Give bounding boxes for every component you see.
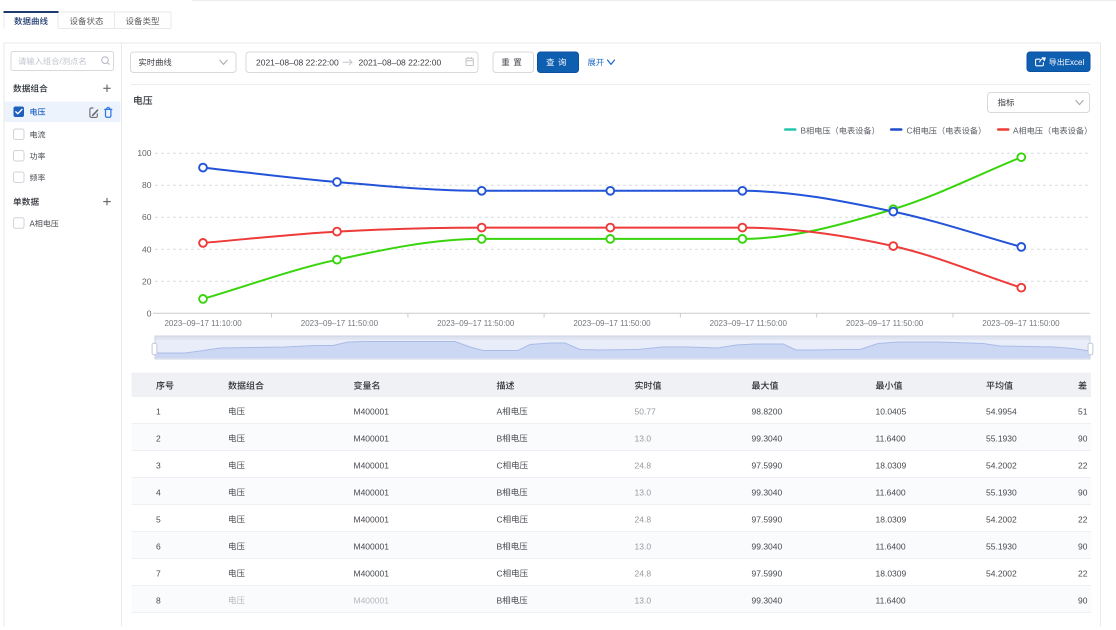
svg-text:6: 6 — [156, 541, 161, 551]
svg-text:2021–08–08 22:22:00: 2021–08–08 22:22:00 — [359, 57, 442, 67]
svg-text:A: A — [1013, 127, 1019, 136]
svg-text:60: 60 — [142, 212, 152, 222]
svg-text:13.0: 13.0 — [635, 541, 652, 551]
svg-text:55.1930: 55.1930 — [986, 487, 1017, 497]
svg-text:B: B — [497, 541, 503, 551]
svg-text:/: / — [60, 56, 63, 66]
svg-text:20: 20 — [142, 276, 152, 286]
svg-text:90: 90 — [1078, 595, 1088, 605]
svg-text:99.3040: 99.3040 — [752, 541, 783, 551]
svg-text:11.6400: 11.6400 — [876, 487, 906, 497]
svg-text:8: 8 — [156, 595, 161, 605]
svg-text:24.8: 24.8 — [635, 460, 652, 470]
svg-text:C: C — [907, 127, 913, 136]
svg-text:90: 90 — [1078, 487, 1088, 497]
svg-text:55.1930: 55.1930 — [986, 433, 1017, 443]
svg-text:M400001: M400001 — [354, 487, 390, 497]
svg-text:3: 3 — [156, 460, 161, 470]
svg-text:M400001: M400001 — [354, 514, 390, 524]
svg-text:B: B — [497, 487, 503, 497]
svg-text:C: C — [497, 460, 503, 470]
svg-text:54.2002: 54.2002 — [986, 460, 1017, 470]
svg-text:2023–09–17 11:10:00: 2023–09–17 11:10:00 — [164, 319, 242, 328]
svg-text:22: 22 — [1078, 460, 1088, 470]
svg-text:13.0: 13.0 — [635, 433, 652, 443]
svg-text:50.77: 50.77 — [635, 406, 657, 416]
svg-text:97.5990: 97.5990 — [752, 514, 783, 524]
svg-text:100: 100 — [137, 148, 151, 158]
svg-text:11.6400: 11.6400 — [876, 541, 906, 551]
svg-text:54.2002: 54.2002 — [986, 568, 1017, 578]
svg-text:22: 22 — [1078, 514, 1088, 524]
svg-text:4: 4 — [156, 487, 161, 497]
svg-text:99.3040: 99.3040 — [752, 433, 783, 443]
svg-text:10.0405: 10.0405 — [876, 406, 907, 416]
svg-text:M400001: M400001 — [354, 406, 390, 416]
svg-text:2023–09–17 11:50:00: 2023–09–17 11:50:00 — [710, 319, 788, 328]
svg-text:97.5990: 97.5990 — [752, 568, 783, 578]
svg-text:18.0309: 18.0309 — [876, 514, 907, 524]
svg-text:C: C — [497, 568, 503, 578]
svg-text:2023–09–17 11:50:00: 2023–09–17 11:50:00 — [982, 319, 1060, 328]
svg-text:99.3040: 99.3040 — [752, 595, 783, 605]
svg-text:1: 1 — [156, 406, 161, 416]
svg-text:M400001: M400001 — [354, 433, 390, 443]
svg-text:54.9954: 54.9954 — [986, 406, 1017, 416]
svg-text:A: A — [30, 219, 36, 228]
svg-text:B: B — [497, 433, 503, 443]
svg-text:90: 90 — [1078, 541, 1088, 551]
svg-text:B: B — [801, 127, 807, 136]
svg-text:M400001: M400001 — [354, 460, 390, 470]
svg-text:5: 5 — [156, 514, 161, 524]
svg-text:40: 40 — [142, 244, 152, 254]
svg-text:11.6400: 11.6400 — [876, 433, 906, 443]
svg-text:11.6400: 11.6400 — [876, 595, 906, 605]
svg-text:55.1930: 55.1930 — [986, 541, 1017, 551]
svg-text:2023–09–17 11:50:00: 2023–09–17 11:50:00 — [301, 319, 379, 328]
svg-text:2: 2 — [156, 433, 161, 443]
svg-text:51: 51 — [1078, 406, 1088, 416]
svg-text:2023–09–17 11:50:00: 2023–09–17 11:50:00 — [573, 319, 651, 328]
svg-text:24.8: 24.8 — [635, 568, 652, 578]
svg-text:M400001: M400001 — [354, 568, 390, 578]
svg-text:54.2002: 54.2002 — [986, 514, 1017, 524]
svg-text:2023–09–17 11:50:00: 2023–09–17 11:50:00 — [846, 319, 924, 328]
svg-text:M400001: M400001 — [354, 541, 390, 551]
svg-text:24.8: 24.8 — [635, 514, 652, 524]
svg-text:B: B — [497, 595, 503, 605]
svg-text:22: 22 — [1078, 568, 1088, 578]
svg-text:0: 0 — [147, 308, 152, 318]
svg-text:13.0: 13.0 — [635, 595, 652, 605]
svg-text:Excel: Excel — [1065, 58, 1085, 67]
svg-text:M400001: M400001 — [354, 595, 390, 605]
svg-text:18.0309: 18.0309 — [876, 568, 907, 578]
svg-text:C: C — [497, 514, 503, 524]
svg-text:80: 80 — [142, 180, 152, 190]
svg-text:2023–09–17 11:50:00: 2023–09–17 11:50:00 — [437, 319, 515, 328]
svg-text:7: 7 — [156, 568, 161, 578]
svg-text:98.8200: 98.8200 — [752, 406, 783, 416]
svg-text:A: A — [497, 406, 503, 416]
svg-text:2021–08–08 22:22:00: 2021–08–08 22:22:00 — [256, 57, 339, 67]
svg-text:99.3040: 99.3040 — [752, 487, 783, 497]
svg-text:18.0309: 18.0309 — [876, 460, 907, 470]
svg-text:90: 90 — [1078, 433, 1088, 443]
svg-text:13.0: 13.0 — [635, 487, 652, 497]
svg-text:97.5990: 97.5990 — [752, 460, 783, 470]
